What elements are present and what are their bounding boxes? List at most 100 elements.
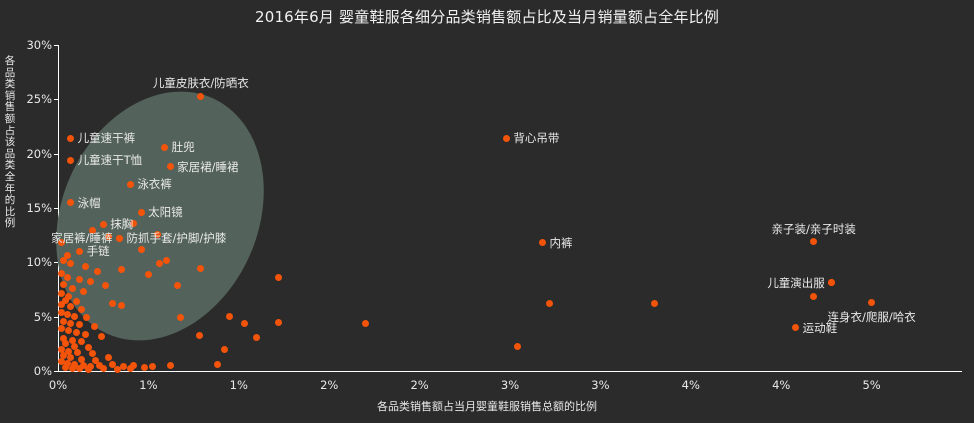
data-point[interactable]	[226, 313, 234, 321]
data-point[interactable]	[59, 317, 67, 325]
data-point[interactable]	[101, 281, 109, 289]
data-point-labeled[interactable]	[161, 143, 169, 151]
data-point[interactable]	[119, 363, 127, 371]
data-point[interactable]	[67, 259, 75, 267]
data-point-labeled[interactable]	[67, 199, 75, 207]
data-point[interactable]	[63, 310, 71, 318]
data-point[interactable]	[810, 292, 818, 300]
data-point[interactable]	[61, 364, 69, 372]
data-point[interactable]	[96, 362, 104, 370]
data-point[interactable]	[173, 281, 181, 289]
data-point[interactable]	[65, 327, 73, 335]
data-point-labeled[interactable]	[810, 238, 818, 246]
data-point[interactable]	[70, 360, 78, 368]
data-point-labeled[interactable]	[76, 247, 84, 255]
data-point[interactable]	[141, 364, 149, 372]
data-point[interactable]	[72, 329, 80, 337]
data-point[interactable]	[70, 342, 78, 350]
data-point[interactable]	[79, 362, 87, 370]
data-point[interactable]	[92, 356, 100, 364]
data-point[interactable]	[105, 354, 113, 362]
data-point-labeled[interactable]	[67, 134, 75, 142]
data-point[interactable]	[83, 314, 91, 322]
data-point[interactable]	[59, 256, 67, 264]
data-point[interactable]	[67, 354, 75, 362]
data-point-labeled[interactable]	[126, 180, 134, 188]
data-point[interactable]	[130, 219, 138, 227]
data-point[interactable]	[68, 284, 76, 292]
data-point-labeled[interactable]	[67, 156, 75, 164]
data-point[interactable]	[275, 274, 283, 282]
data-point[interactable]	[546, 300, 554, 308]
data-point[interactable]	[85, 343, 93, 351]
data-point[interactable]	[126, 365, 134, 373]
data-point[interactable]	[58, 290, 66, 298]
data-point[interactable]	[74, 349, 82, 357]
data-point[interactable]	[68, 365, 76, 373]
data-point[interactable]	[137, 245, 145, 253]
data-point[interactable]	[61, 296, 69, 304]
data-point[interactable]	[58, 301, 66, 309]
data-point[interactable]	[61, 340, 69, 348]
data-point[interactable]	[166, 362, 174, 370]
data-point[interactable]	[117, 266, 125, 274]
data-point[interactable]	[81, 330, 89, 338]
data-point[interactable]	[99, 365, 107, 373]
data-point[interactable]	[58, 269, 66, 277]
data-point[interactable]	[67, 303, 75, 311]
data-point[interactable]	[78, 305, 85, 313]
data-point[interactable]	[85, 365, 93, 373]
data-point-labeled[interactable]	[99, 220, 107, 228]
data-point[interactable]	[58, 345, 66, 353]
data-point[interactable]	[240, 319, 248, 327]
data-point[interactable]	[63, 359, 71, 367]
data-point[interactable]	[162, 256, 170, 264]
data-point[interactable]	[130, 362, 138, 370]
data-point[interactable]	[195, 331, 203, 339]
data-point[interactable]	[76, 365, 84, 373]
data-point[interactable]	[253, 333, 261, 341]
data-point[interactable]	[78, 338, 85, 346]
data-point[interactable]	[88, 227, 96, 235]
data-point[interactable]	[155, 259, 163, 267]
data-point[interactable]	[68, 337, 76, 345]
data-point-labeled[interactable]	[502, 134, 510, 142]
data-point[interactable]	[58, 308, 66, 316]
data-point-labeled[interactable]	[137, 208, 145, 216]
data-point-labeled[interactable]	[166, 163, 174, 171]
data-point[interactable]	[79, 288, 87, 296]
data-point[interactable]	[361, 319, 369, 327]
data-point[interactable]	[70, 313, 78, 321]
data-point[interactable]	[117, 302, 125, 310]
data-point[interactable]	[63, 274, 71, 282]
data-point[interactable]	[59, 334, 67, 342]
data-point-labeled[interactable]	[792, 324, 800, 332]
data-point[interactable]	[58, 325, 66, 333]
data-point[interactable]	[87, 278, 95, 286]
data-point[interactable]	[59, 280, 67, 288]
data-point[interactable]	[90, 322, 98, 330]
data-point[interactable]	[76, 276, 84, 284]
data-point[interactable]	[59, 352, 67, 360]
data-point[interactable]	[88, 350, 96, 358]
data-point[interactable]	[197, 265, 205, 273]
data-point-labeled[interactable]	[868, 299, 876, 307]
data-point[interactable]	[220, 345, 228, 353]
data-point[interactable]	[177, 314, 185, 322]
data-point[interactable]	[72, 297, 80, 305]
data-point-labeled[interactable]	[197, 92, 205, 100]
data-point[interactable]	[81, 263, 89, 271]
data-point[interactable]	[65, 347, 73, 355]
data-point[interactable]	[65, 292, 73, 300]
data-point[interactable]	[58, 239, 66, 247]
data-point[interactable]	[651, 300, 659, 308]
data-point[interactable]	[144, 270, 152, 278]
data-point[interactable]	[94, 267, 102, 275]
data-point[interactable]	[213, 360, 221, 368]
data-point[interactable]	[513, 342, 521, 350]
data-point-labeled[interactable]	[115, 234, 123, 242]
data-point[interactable]	[153, 230, 161, 238]
data-point[interactable]	[275, 318, 283, 326]
data-point[interactable]	[97, 332, 105, 340]
data-point[interactable]	[108, 360, 116, 368]
